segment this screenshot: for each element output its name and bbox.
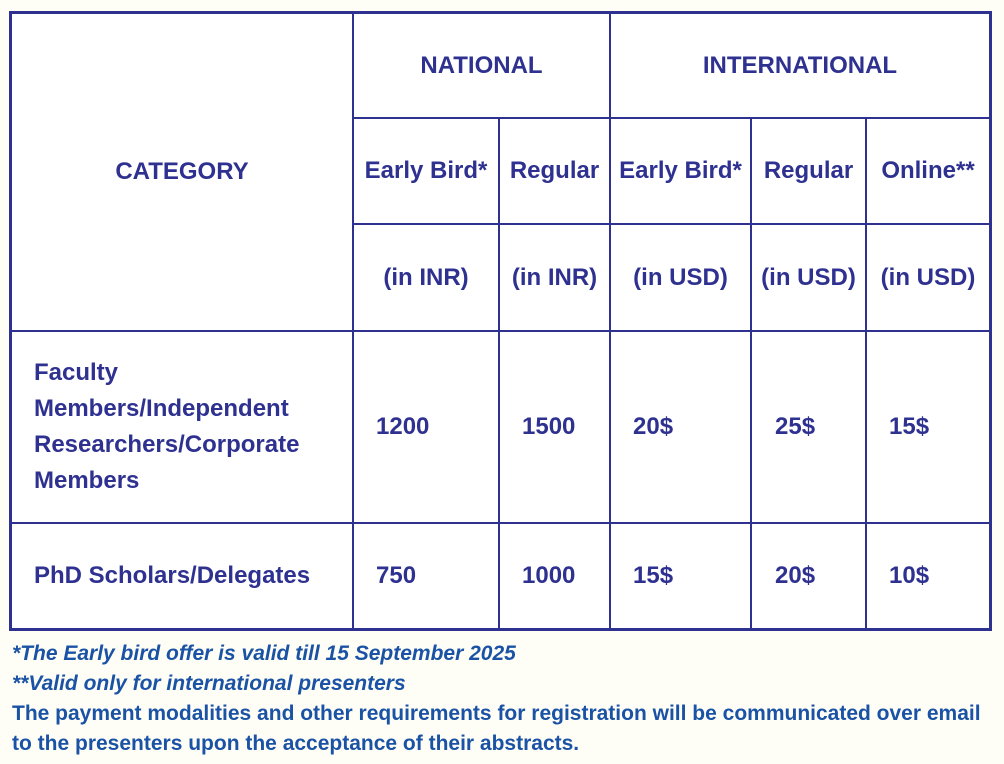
subheader-national-regular: Regular — [509, 157, 600, 184]
early-bird-note: *The Early bird offer is valid till 15 S… — [12, 642, 516, 665]
subheader-national-early-bird: Early Bird* — [364, 157, 488, 184]
payment-note: The payment modalities and other require… — [12, 702, 981, 755]
grid-line-h4 — [9, 522, 992, 524]
grid-line-v5 — [865, 117, 867, 631]
unit-international-regular: (in USD) — [761, 263, 856, 291]
row-faculty-category: Faculty Members/Independent Researchers/… — [34, 332, 352, 522]
phd-online-fee: 10$ — [889, 562, 930, 589]
table-border-left — [9, 11, 12, 631]
unit-national-early-bird: (in INR) — [383, 263, 469, 291]
footnotes: *The Early bird offer is valid till 15 S… — [12, 639, 997, 759]
category-line: Researchers/Corporate — [34, 431, 300, 458]
subheader-online: Online** — [881, 157, 975, 184]
table-border-bottom — [9, 628, 992, 631]
unit-international-early-bird: (in USD) — [633, 263, 728, 291]
row-phd-category: PhD Scholars/Delegates — [34, 562, 311, 589]
grid-line-h3 — [9, 330, 992, 332]
category-line: Members/Independent — [34, 395, 289, 422]
unit-online: (in USD) — [880, 263, 976, 291]
unit-national-regular: (in INR) — [511, 263, 598, 291]
faculty-national-early-bird-fee: 1200 — [376, 413, 430, 440]
subheader-international-early-bird: Early Bird* — [619, 157, 742, 184]
table-border-right — [989, 11, 992, 631]
subheader-international-regular: Regular — [763, 157, 854, 184]
header-national: NATIONAL — [420, 51, 543, 79]
faculty-national-regular-fee: 1500 — [522, 413, 576, 440]
phd-national-early-bird-fee: 750 — [376, 562, 417, 589]
grid-line-v4 — [750, 117, 752, 631]
faculty-international-early-bird-fee: 20$ — [633, 413, 674, 440]
registration-fee-table: CATEGORY NATIONAL INTERNATIONAL Early Bi… — [9, 11, 992, 631]
category-line: Members — [34, 467, 140, 494]
online-note: **Valid only for international presenter… — [12, 672, 406, 695]
grid-line-v1 — [352, 11, 354, 631]
grid-line-h2 — [352, 223, 992, 225]
table-border-top — [9, 11, 992, 14]
phd-national-regular-fee: 1000 — [522, 562, 576, 589]
grid-line-v2 — [498, 117, 500, 631]
header-category: CATEGORY — [115, 158, 249, 185]
grid-line-v3 — [609, 11, 611, 631]
category-line: Faculty — [34, 359, 119, 386]
faculty-international-regular-fee: 25$ — [775, 413, 816, 440]
phd-international-early-bird-fee: 15$ — [633, 562, 674, 589]
header-international: INTERNATIONAL — [702, 51, 898, 79]
grid-line-h1 — [352, 117, 992, 119]
phd-international-regular-fee: 20$ — [775, 562, 816, 589]
faculty-online-fee: 15$ — [889, 413, 930, 440]
